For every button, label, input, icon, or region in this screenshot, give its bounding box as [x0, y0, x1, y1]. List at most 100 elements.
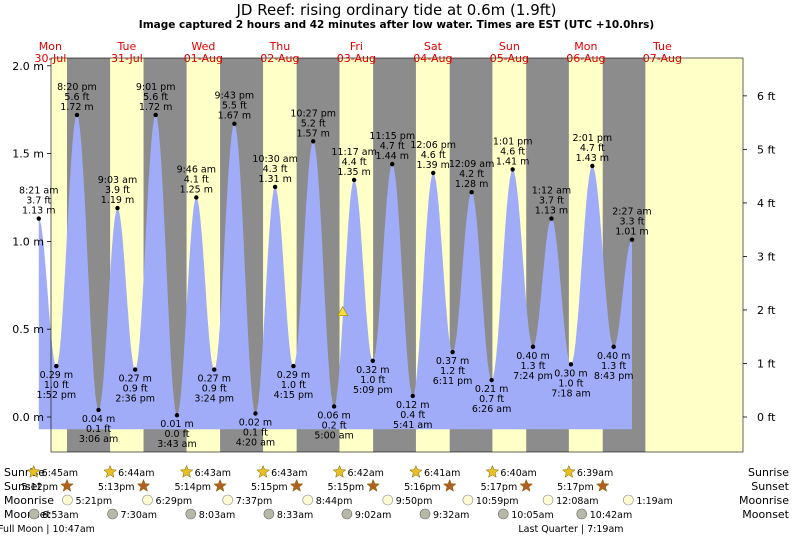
- row-label-moonrise: Moonrise: [4, 494, 54, 507]
- moonrise-icon: [62, 494, 73, 506]
- tide-time-label: 10:27 pm: [290, 108, 336, 119]
- sunrise-icon: [103, 464, 117, 478]
- tide-ft-label: 4.2 ft: [459, 169, 484, 180]
- day-of-week-label: Tue: [117, 40, 137, 53]
- tide-point: [96, 407, 101, 413]
- tide-point: [54, 363, 59, 369]
- tide-time-label: 5:00 am: [314, 430, 353, 441]
- sunrise-icon: [179, 464, 194, 478]
- row-label-moonrise-right: Moonrise: [739, 494, 789, 507]
- tide-m-label: 1.19 m: [101, 195, 134, 206]
- tide-m-label: 1.28 m: [455, 179, 488, 190]
- tide-m-label: 0.02 m: [239, 417, 272, 428]
- tide-time-label: 11:15 pm: [369, 131, 415, 142]
- day-of-week-label: Tue: [652, 40, 672, 53]
- sunrise-icon: [26, 464, 41, 478]
- tide-time-label: 1:52 pm: [37, 390, 77, 401]
- tide-m-label: 0.27 m: [118, 374, 151, 385]
- tide-ft-label: 5.6 ft: [64, 92, 89, 103]
- date-label: 06-Aug: [566, 52, 605, 65]
- sunrise-time: 6:43am: [271, 468, 307, 479]
- tide-point: [212, 367, 217, 372]
- moon-phase-label: Full Moon | 10:47am: [0, 524, 95, 535]
- tide-time-label: 8:43 pm: [594, 371, 634, 382]
- tide-m-label: 1.13 m: [535, 206, 568, 217]
- sunrise-time: 6:44am: [118, 468, 154, 479]
- tide-point: [115, 205, 120, 211]
- moonset-icon: [341, 508, 353, 520]
- tide-m-label: 1.67 m: [218, 111, 251, 122]
- y-tick-label-ft: 4 ft: [757, 197, 776, 210]
- moonset-icon: [419, 508, 431, 520]
- tide-ft-label: 1.2 ft: [440, 366, 465, 377]
- sunset-time: 5:17pm: [481, 482, 518, 493]
- tide-time-label: 3:06 am: [79, 434, 118, 445]
- moonrise-icon: [222, 494, 233, 506]
- tide-m-label: 0.12 m: [396, 400, 429, 411]
- tide-point: [549, 216, 554, 221]
- moonset-icon: [28, 508, 40, 520]
- sunrise-icon: [256, 464, 270, 478]
- tide-time-label: 9:03 am: [98, 175, 137, 186]
- tide-point: [174, 413, 180, 418]
- tide-ft-label: 4.7 ft: [580, 143, 605, 154]
- tide-ft-label: 0.2 ft: [322, 420, 347, 431]
- moonrise-time: 5:21pm: [75, 496, 112, 507]
- sunset-time: 5:15pm: [251, 482, 288, 493]
- tide-time-label: 2:27 am: [612, 207, 651, 218]
- tide-time-label: 1:01 pm: [493, 136, 533, 147]
- tide-m-label: 1.44 m: [376, 151, 409, 162]
- row-label-sunrise-right: Sunrise: [748, 466, 789, 479]
- moonset-icon: [185, 508, 197, 520]
- day-of-week-label: Mon: [39, 40, 62, 53]
- tide-time-label: 4:20 am: [236, 437, 275, 448]
- tide-m-label: 1.72 m: [60, 102, 93, 113]
- moonset-icon: [497, 508, 509, 520]
- moonset-icon: [263, 508, 275, 520]
- y-tick-label-m: 2.0 m: [12, 60, 44, 73]
- moonset-time: 9:32am: [433, 510, 469, 521]
- tide-point: [510, 167, 515, 172]
- tide-ft-label: 1.3 ft: [520, 361, 545, 372]
- tide-m-label: 0.04 m: [82, 414, 115, 425]
- day-of-week-label: Mon: [574, 40, 597, 53]
- tide-time-label: 3:24 pm: [194, 394, 234, 405]
- moon-phase-label: Last Quarter | 7:19am: [518, 524, 623, 535]
- moonrise-time: 12:08am: [556, 496, 598, 507]
- row-label-sunrise: Sunrise: [4, 466, 45, 479]
- tide-point: [469, 190, 474, 195]
- moonset-icon: [107, 508, 118, 520]
- date-label: 01-Aug: [184, 52, 223, 65]
- tide-m-label: 1.43 m: [576, 153, 609, 164]
- tide-m-label: 1.41 m: [496, 156, 529, 167]
- tide-time-label: 3:43 am: [157, 439, 196, 450]
- tide-time-label: 7:18 am: [551, 388, 590, 399]
- tide-ft-label: 5.6 ft: [143, 92, 168, 103]
- tide-ft-label: 3.7 ft: [26, 196, 51, 207]
- sunset-icon: [519, 478, 534, 492]
- sunset-time: 5:13pm: [98, 482, 135, 493]
- tide-point: [489, 377, 494, 383]
- y-tick-label-ft: 0 ft: [757, 411, 776, 424]
- moonrise-time: 10:59pm: [476, 496, 519, 507]
- tide-m-label: 0.30 m: [554, 368, 587, 379]
- sunset-time: 5:15pm: [328, 482, 365, 493]
- tide-m-label: 0.29 m: [277, 370, 310, 381]
- tide-point: [351, 177, 357, 183]
- date-label: 30-Jul: [34, 52, 66, 65]
- y-tick-label-ft: 2 ft: [757, 304, 776, 317]
- moonrise-icon: [302, 494, 314, 506]
- day-of-week-label: Sat: [424, 40, 443, 53]
- tide-m-label: 1.35 m: [337, 167, 370, 178]
- tide-ft-label: 1.0 ft: [360, 375, 385, 386]
- tide-ft-label: 1.0 ft: [44, 380, 69, 391]
- tide-time-label: 1:12 am: [532, 186, 571, 197]
- moonrise-time: 7:37pm: [236, 496, 273, 507]
- date-label: 03-Aug: [337, 52, 376, 65]
- tide-point: [132, 367, 138, 372]
- tide-time-label: 6:11 pm: [433, 376, 473, 387]
- moonrise-icon: [623, 494, 634, 506]
- tide-time-label: 2:01 pm: [573, 133, 613, 144]
- tide-point: [331, 404, 337, 409]
- tide-ft-label: 0.9 ft: [123, 384, 148, 395]
